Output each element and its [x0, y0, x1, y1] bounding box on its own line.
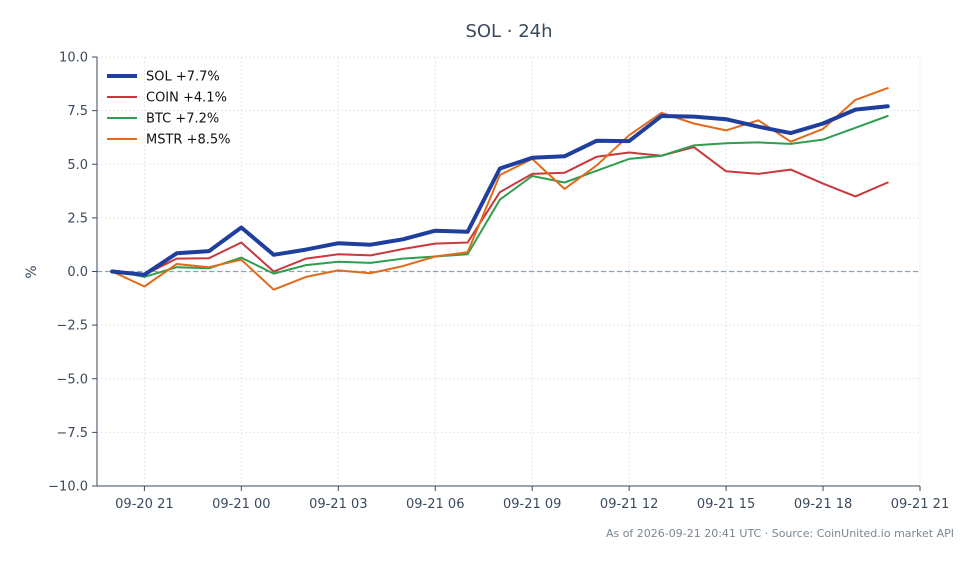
y-tick-label: −5.0 [56, 372, 88, 387]
y-tick-label: −10.0 [48, 480, 88, 495]
series-line-coin [111, 146, 889, 276]
x-tick-label: 09-21 18 [794, 497, 852, 512]
x-tick-label: 09-21 00 [212, 497, 270, 512]
legend-label-coin: COIN +4.1% [146, 91, 227, 106]
series-line-mstr [111, 87, 889, 291]
x-tick-label: 09-21 12 [600, 497, 658, 512]
x-tick-label: 09-21 21 [891, 497, 949, 512]
legend-label-btc: BTC +7.2% [146, 112, 219, 127]
legend-label-mstr: MSTR +8.5% [146, 133, 231, 148]
axes: 10.0 7.5 5.0 2.5 0.0 −2.5 −5.0 −7.5 −10.0 09-20 2… [48, 51, 949, 513]
x-tick-label: 09-21 15 [697, 497, 755, 512]
chart-title: SOL · 24h [465, 21, 552, 42]
legend: SOL +7.7% COIN +4.1% BTC +7.2% MSTR +8.5% [107, 70, 231, 148]
x-tick-label: 09-21 06 [406, 497, 464, 512]
y-tick-label: 5.0 [67, 158, 88, 173]
y-tick-label: −2.5 [56, 319, 88, 334]
footer-source-note: As of 2026-09-21 20:41 UTC · Source: Coi… [606, 527, 954, 540]
y-axis-label: % [24, 265, 40, 278]
y-tick-label: 0.0 [67, 265, 88, 280]
y-tick-label: 2.5 [67, 211, 88, 226]
series-line-btc [111, 115, 889, 278]
x-tick-label: 09-21 03 [309, 497, 367, 512]
series-layer [110, 87, 890, 291]
y-tick-label: −7.5 [56, 426, 88, 441]
y-tick-label: 10.0 [59, 51, 88, 66]
legend-label-sol: SOL +7.7% [146, 70, 220, 85]
series-line-sol [110, 104, 890, 277]
x-tick-label: 09-20 21 [115, 497, 173, 512]
y-tick-label: 7.5 [67, 104, 88, 119]
x-tick-label: 09-21 09 [503, 497, 561, 512]
